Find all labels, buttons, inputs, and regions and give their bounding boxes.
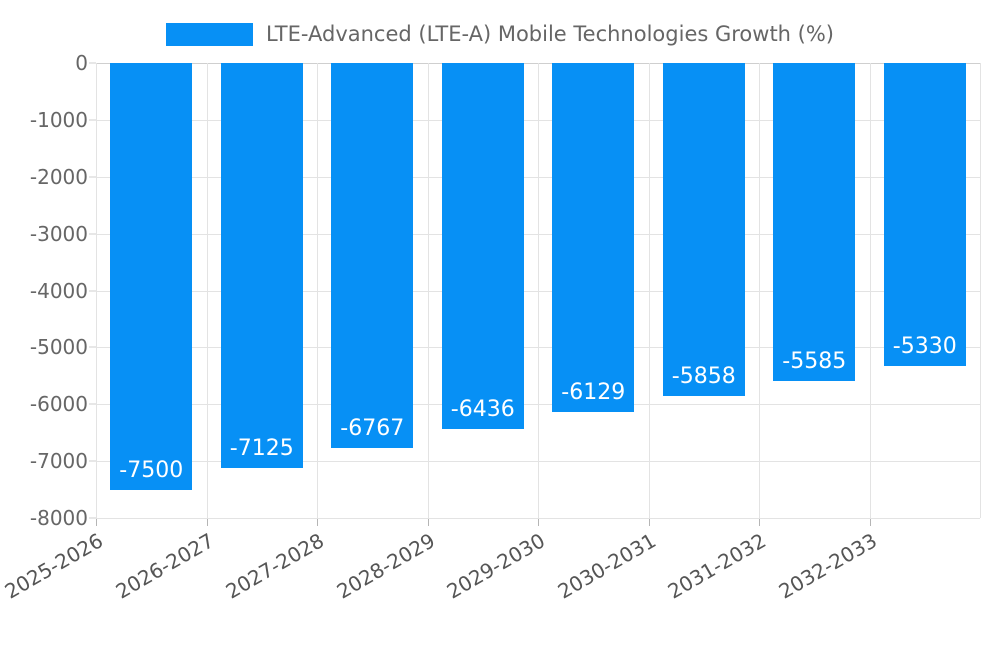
y-axis-tick-mark (89, 119, 96, 121)
bar[interactable] (883, 63, 966, 367)
bar-chart: LTE-Advanced (LTE-A) Mobile Technologies… (0, 14, 1000, 604)
y-axis-tick-mark (89, 403, 96, 405)
y-axis-tick-label: -6000 (29, 392, 88, 417)
bar[interactable] (662, 63, 745, 397)
bar[interactable] (220, 63, 303, 469)
bar-value-label: -7500 (119, 457, 184, 483)
y-axis-tick-label: -3000 (29, 221, 88, 246)
y-axis-tick-mark (89, 176, 96, 178)
y-axis-tick-label: -4000 (29, 278, 88, 303)
gridline-vertical (538, 63, 539, 518)
legend-label: LTE-Advanced (LTE-A) Mobile Technologies… (265, 21, 835, 46)
gridline-horizontal (96, 518, 980, 519)
bar-value-label: -7125 (229, 436, 294, 462)
x-axis-tick-mark (538, 519, 539, 526)
bar[interactable] (441, 63, 524, 430)
x-axis-tick-mark (759, 519, 760, 526)
y-axis-tick-mark (89, 346, 96, 348)
gridline-vertical (759, 63, 760, 518)
y-axis-tick-label: -2000 (29, 164, 88, 189)
y-axis-tick-label: 0 (75, 51, 88, 75)
y-axis-tick-mark (89, 62, 96, 64)
gridline-vertical (870, 63, 871, 518)
bar-value-label: -5330 (892, 334, 957, 360)
bar-value-label: -6436 (450, 397, 515, 423)
x-axis-tick-mark (317, 519, 318, 526)
bar[interactable] (552, 63, 635, 412)
bar-value-label: -5858 (671, 364, 736, 390)
gridline-vertical (96, 63, 97, 518)
gridline-vertical (649, 63, 650, 518)
y-axis-tick-mark (89, 233, 96, 235)
legend-color-swatch (165, 22, 253, 46)
gridline-vertical (980, 63, 981, 518)
bar-value-label: -6767 (340, 415, 405, 441)
x-axis-tick-mark (870, 519, 871, 526)
y-axis-tick-mark (89, 460, 96, 462)
gridline-vertical (317, 63, 318, 518)
plot-area: -7500 -7125 -6767 -6436 -6129 -5858 -5585 -5330 (96, 63, 981, 519)
x-axis-tick-mark (428, 519, 429, 526)
gridline-vertical (207, 63, 208, 518)
bar[interactable] (773, 63, 856, 381)
y-axis-tick-mark (89, 517, 96, 519)
x-axis-tick-mark (649, 519, 650, 526)
chart-legend: LTE-Advanced (LTE-A) Mobile Technologies… (0, 14, 1000, 54)
gridline-vertical (428, 63, 429, 518)
bar[interactable] (331, 63, 414, 448)
y-axis-tick-label: -1000 (29, 107, 88, 132)
y-axis-tick-mark (89, 290, 96, 291)
y-axis-tick-label: -8000 (29, 506, 88, 530)
x-axis-tick-mark (207, 519, 208, 526)
bar-value-label: -5585 (782, 348, 847, 374)
bar-value-label: -6129 (561, 379, 626, 405)
x-axis-tick-mark (96, 519, 97, 526)
y-axis-tick-label: -7000 (29, 449, 88, 474)
y-axis-tick-label: -5000 (29, 335, 88, 360)
bar[interactable] (110, 63, 193, 490)
